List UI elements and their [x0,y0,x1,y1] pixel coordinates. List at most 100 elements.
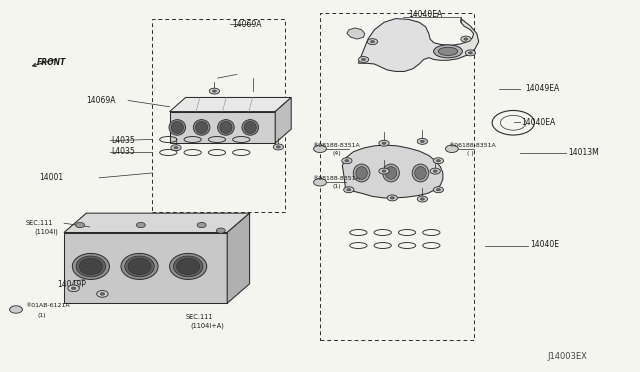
Polygon shape [275,97,291,143]
Polygon shape [358,19,479,71]
Text: ( ): ( ) [467,151,474,156]
Circle shape [430,168,440,174]
Text: (1104I): (1104I) [35,229,58,235]
Ellipse shape [128,258,151,275]
Ellipse shape [353,164,370,182]
Ellipse shape [121,253,158,279]
Text: L4035: L4035 [111,147,135,156]
Text: 14001: 14001 [40,173,64,182]
Ellipse shape [220,122,232,134]
Ellipse shape [177,258,200,275]
Circle shape [371,41,374,43]
Circle shape [273,144,284,150]
Polygon shape [64,232,227,303]
Ellipse shape [193,120,210,135]
Circle shape [461,36,471,42]
Circle shape [433,158,444,164]
Circle shape [468,52,472,54]
Polygon shape [342,145,443,198]
Circle shape [68,285,79,292]
Circle shape [465,50,476,56]
Polygon shape [347,28,365,39]
Polygon shape [227,213,250,303]
Circle shape [420,140,424,142]
Ellipse shape [196,122,207,134]
Ellipse shape [173,256,203,277]
Ellipse shape [356,167,367,179]
Circle shape [100,292,105,295]
Circle shape [433,170,437,172]
Circle shape [358,57,369,62]
Circle shape [314,145,326,153]
Ellipse shape [242,120,259,135]
Text: ®01AB-6121A: ®01AB-6121A [26,303,70,308]
Text: 14069A: 14069A [232,20,262,29]
Circle shape [379,168,389,174]
Text: 14049P: 14049P [58,280,86,289]
Circle shape [216,228,225,233]
Circle shape [436,160,440,162]
Circle shape [212,90,216,92]
Ellipse shape [415,167,426,179]
Circle shape [436,189,440,191]
Circle shape [342,158,352,164]
Circle shape [10,306,22,313]
Ellipse shape [125,256,154,277]
Circle shape [197,222,206,228]
Circle shape [382,170,386,172]
Circle shape [445,145,458,153]
Circle shape [382,142,386,144]
Text: ®06188-8351A: ®06188-8351A [448,142,496,148]
Circle shape [344,187,354,193]
Circle shape [314,179,326,186]
Circle shape [367,39,378,45]
Circle shape [97,291,108,297]
Text: ®08188-8351A: ®08188-8351A [312,176,360,181]
Circle shape [171,145,181,151]
Text: 14040E: 14040E [530,240,559,249]
Circle shape [71,287,76,290]
Text: (1): (1) [37,312,45,318]
Text: ®08188-8351A: ®08188-8351A [312,142,360,148]
Text: (1104I+A): (1104I+A) [191,322,225,329]
Ellipse shape [244,122,256,134]
Circle shape [174,147,178,149]
Polygon shape [64,213,250,232]
Circle shape [379,140,389,146]
Text: 14069A: 14069A [86,96,116,105]
Ellipse shape [412,164,429,182]
Text: SEC.111: SEC.111 [186,314,213,320]
Circle shape [387,195,397,201]
Circle shape [362,58,365,61]
Ellipse shape [76,256,106,277]
Ellipse shape [218,120,234,135]
Ellipse shape [169,120,186,135]
Circle shape [76,222,84,228]
Circle shape [433,187,444,193]
Ellipse shape [434,45,463,58]
Ellipse shape [79,258,102,275]
Ellipse shape [170,253,207,279]
Circle shape [136,222,145,228]
Text: J14003EX: J14003EX [547,352,587,361]
Ellipse shape [385,167,397,179]
Ellipse shape [172,122,184,134]
Circle shape [209,88,220,94]
Circle shape [464,38,468,40]
Circle shape [417,196,428,202]
Circle shape [417,138,428,144]
Text: L4035: L4035 [111,136,135,145]
Ellipse shape [72,253,109,279]
Circle shape [420,198,424,200]
Text: 14040EA: 14040EA [408,10,443,19]
Circle shape [345,160,349,162]
Circle shape [347,189,351,191]
Ellipse shape [383,164,399,182]
Text: (4): (4) [333,151,342,156]
Text: SEC.111: SEC.111 [26,220,53,226]
Text: 14040EA: 14040EA [522,118,556,126]
Text: (1): (1) [333,184,341,189]
Circle shape [390,197,394,199]
Polygon shape [170,97,291,112]
Ellipse shape [438,47,458,55]
